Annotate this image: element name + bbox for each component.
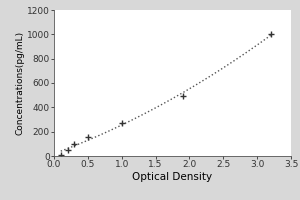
Y-axis label: Concentrations(pg/mL): Concentrations(pg/mL): [15, 31, 24, 135]
X-axis label: Optical Density: Optical Density: [132, 172, 213, 182]
